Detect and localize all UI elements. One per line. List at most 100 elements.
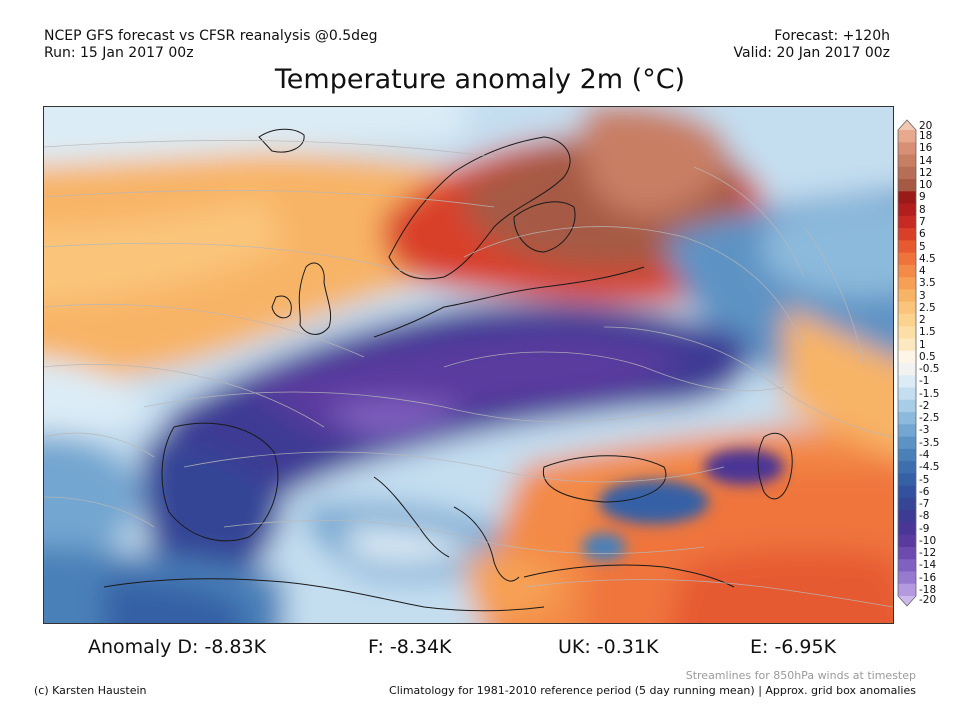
colorbar-swatch xyxy=(898,399,916,413)
colorbar-label: -6 xyxy=(919,485,930,498)
colorbar-label: 1.5 xyxy=(919,326,936,339)
colorbar-swatch xyxy=(898,412,916,425)
header-right: Forecast: +120h Valid: 20 Jan 2017 00z xyxy=(734,28,890,62)
anomaly-field xyxy=(44,107,893,623)
colorbar-swatch xyxy=(898,375,916,388)
anomaly-germany: Anomaly D: -8.83K xyxy=(88,636,267,658)
colorbar-swatch xyxy=(898,387,916,401)
colorbar-swatch xyxy=(898,448,916,462)
colorbar-swatch xyxy=(898,252,916,266)
colorbar-label: -4.5 xyxy=(919,461,940,474)
colorbar-swatch xyxy=(898,326,916,339)
colorbar-graphic xyxy=(897,119,917,607)
colorbar-label: -18 xyxy=(919,583,937,596)
colorbar-swatch xyxy=(898,571,916,585)
colorbar-label: -3 xyxy=(919,424,930,437)
colorbar-swatch xyxy=(898,120,916,130)
colorbar-swatch xyxy=(898,166,916,180)
colorbar-swatch xyxy=(898,350,916,364)
anomaly-uk: UK: -0.31K xyxy=(558,636,659,658)
forecast-line: Forecast: +120h xyxy=(774,28,890,44)
colorbar-swatch xyxy=(898,142,916,155)
colorbar-label: 4.5 xyxy=(919,252,936,265)
colorbar-swatch xyxy=(898,461,916,474)
colorbar-swatch xyxy=(898,559,916,572)
colorbar-label: -4 xyxy=(919,448,930,461)
colorbar-swatch xyxy=(898,485,916,499)
colorbar-label: -16 xyxy=(919,571,937,584)
colorbar-label: -0.5 xyxy=(919,363,940,376)
colorbar-label: -7 xyxy=(919,498,930,511)
colorbar-swatch xyxy=(898,179,916,192)
colorbar-swatch xyxy=(898,203,916,217)
streamline-note: Streamlines for 850hPa winds at timestep xyxy=(685,669,916,682)
colorbar-swatch xyxy=(898,130,916,143)
climatology-note: Climatology for 1981-2010 reference peri… xyxy=(389,684,916,697)
colorbar-label: -1.5 xyxy=(919,387,940,400)
anomaly-map xyxy=(43,106,894,624)
anomaly-spain: E: -6.95K xyxy=(750,636,837,658)
colorbar-label: 1 xyxy=(919,338,926,351)
colorbar-swatch xyxy=(898,289,916,303)
map-title: Temperature anomaly 2m (°C) xyxy=(274,64,686,95)
country-anomalies: Anomaly D: -8.83K F: -8.34K UK: -0.31K E… xyxy=(0,636,960,660)
colorbar-swatch xyxy=(898,363,916,376)
colorbar-label: 5 xyxy=(919,240,926,253)
header-left: NCEP GFS forecast vs CFSR reanalysis @0.… xyxy=(44,28,378,62)
colorbar-swatch xyxy=(898,583,916,597)
colorbar-label: -14 xyxy=(919,559,937,572)
colorbar-label: 10 xyxy=(919,179,933,192)
colorbar-label: 6 xyxy=(919,228,926,241)
colorbar-label: 9 xyxy=(919,191,926,204)
colorbar-label: 3.5 xyxy=(919,277,936,290)
colorbar-label: -12 xyxy=(919,547,937,560)
colorbar-label: 14 xyxy=(919,154,933,167)
colorbar-swatch xyxy=(898,191,916,204)
streamlines xyxy=(44,140,893,608)
colorbar-swatch xyxy=(898,301,916,315)
colorbar-swatch xyxy=(898,277,916,290)
colorbar-label: -2.5 xyxy=(919,412,940,425)
colorbar-outline xyxy=(897,119,917,607)
colorbar-label: 0.5 xyxy=(919,350,936,363)
colorbar-label: -20 xyxy=(919,594,937,606)
colorbar-swatch xyxy=(898,313,916,327)
colorbar-swatch xyxy=(898,534,916,548)
coastlines xyxy=(103,128,793,612)
colorbar-label: -2 xyxy=(919,399,930,412)
colorbar-label: 7 xyxy=(919,215,926,228)
colorbar xyxy=(897,119,917,607)
colorbar-label: 2 xyxy=(919,314,926,327)
colorbar-swatch xyxy=(898,497,916,511)
credit: (c) Karsten Haustein xyxy=(34,684,147,697)
colorbar-swatch xyxy=(898,596,916,606)
colorbar-swatch xyxy=(898,240,916,254)
colorbar-label: 2.5 xyxy=(919,301,936,314)
run-line: Run: 15 Jan 2017 00z xyxy=(44,45,194,61)
colorbar-swatch xyxy=(898,154,916,168)
colorbar-label: 8 xyxy=(919,203,926,216)
colorbar-swatch xyxy=(898,215,916,229)
colorbar-label: 20 xyxy=(919,120,933,132)
colorbar-swatch xyxy=(898,510,916,523)
colorbar-swatch xyxy=(898,338,916,352)
model-line: NCEP GFS forecast vs CFSR reanalysis @0.… xyxy=(44,28,378,44)
colorbar-swatch xyxy=(898,522,916,536)
colorbar-label: 3 xyxy=(919,289,926,302)
colorbar-label: -3.5 xyxy=(919,436,940,449)
colorbar-label: -9 xyxy=(919,522,930,535)
colorbar-label: 16 xyxy=(919,142,933,155)
colorbar-swatch xyxy=(898,546,916,560)
anomaly-france: F: -8.34K xyxy=(368,636,452,658)
colorbar-label: -5 xyxy=(919,473,930,486)
anomaly-map-graphic xyxy=(44,107,893,623)
colorbar-swatch xyxy=(898,264,916,278)
colorbar-label: -1 xyxy=(919,375,930,388)
anatolia-cold-patches xyxy=(582,449,784,561)
colorbar-label: 4 xyxy=(919,265,926,278)
colorbar-label: -8 xyxy=(919,510,930,523)
colorbar-label: 12 xyxy=(919,166,933,179)
colorbar-swatch xyxy=(898,436,916,450)
colorbar-swatch xyxy=(898,473,916,487)
colorbar-swatch xyxy=(898,228,916,241)
